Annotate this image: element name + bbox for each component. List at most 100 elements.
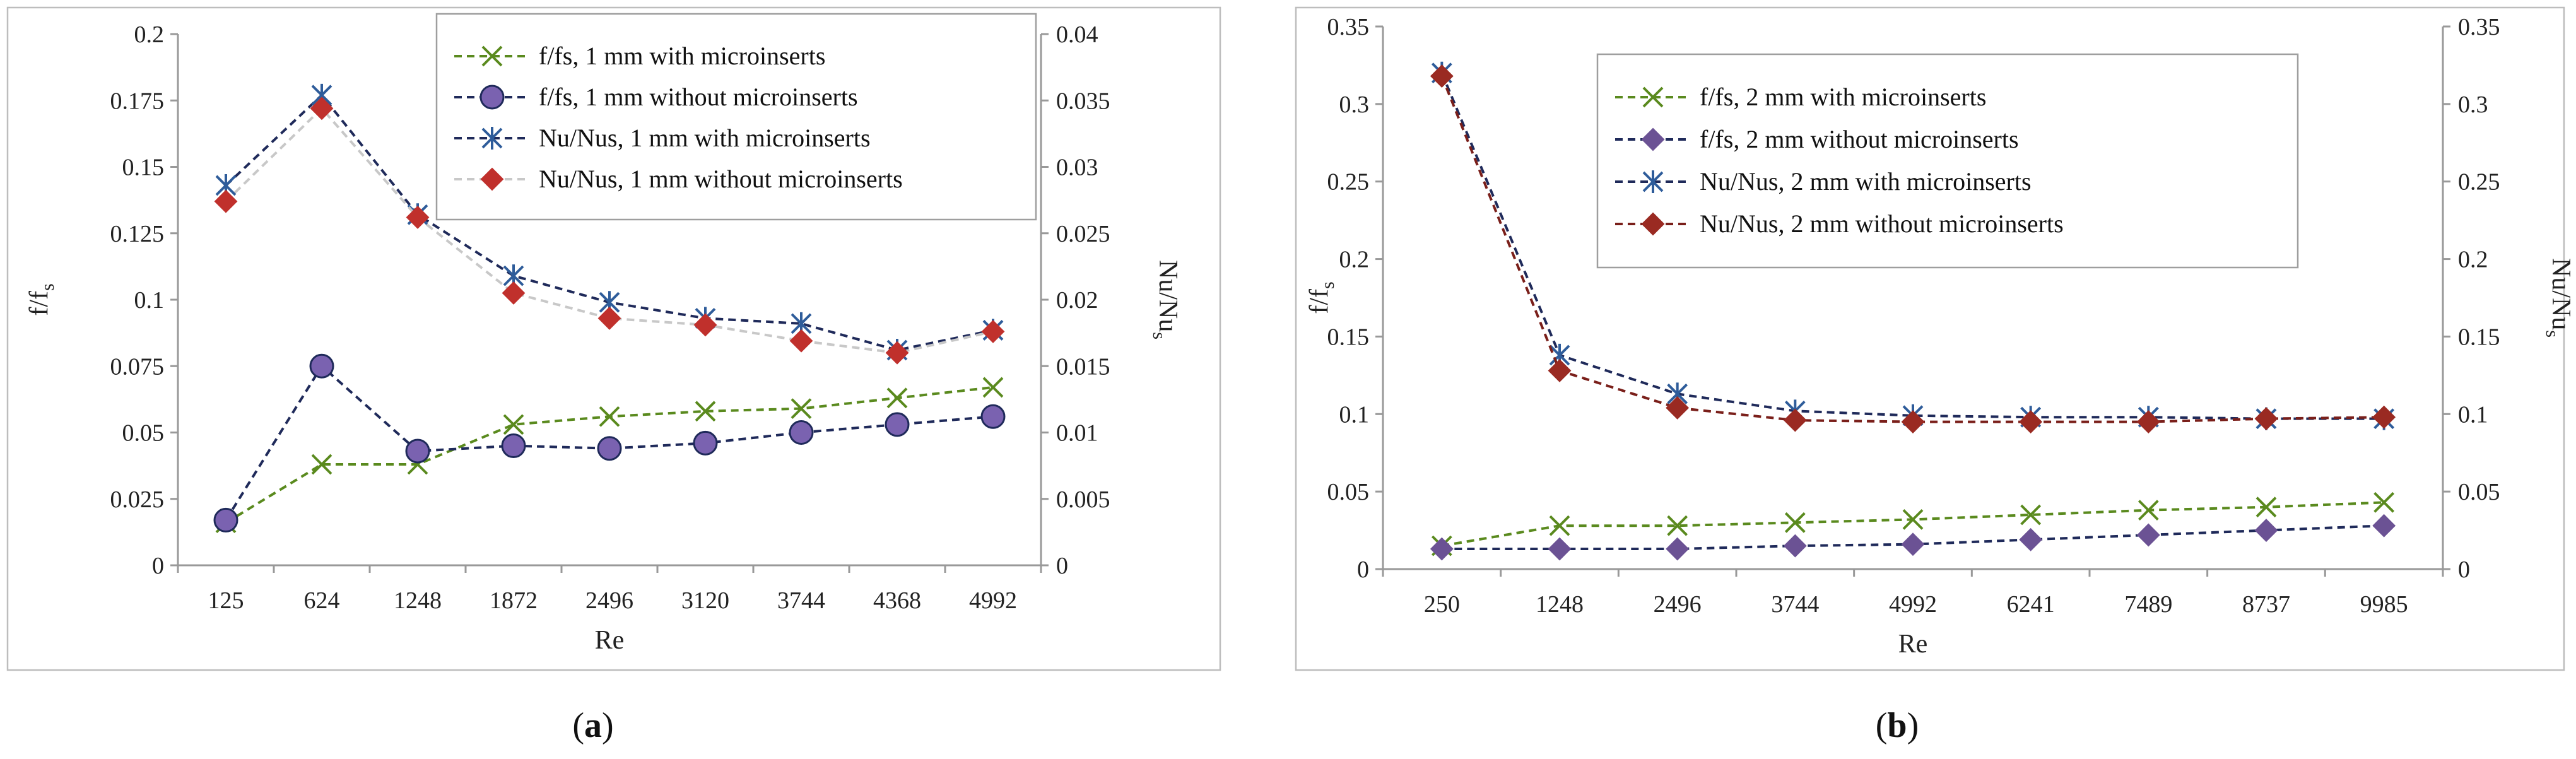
y-tick-label-left: 0.2 bbox=[1339, 247, 1370, 273]
y-tick-label-right: 0.03 bbox=[1056, 155, 1098, 181]
data-point-s1-7 bbox=[885, 412, 910, 437]
data-point-s0-8 bbox=[982, 377, 1004, 398]
series-markers-3 bbox=[1430, 64, 2396, 433]
y-tick-label-right: 0.35 bbox=[2458, 14, 2500, 40]
y-tick-label-right: 0 bbox=[2458, 556, 2470, 583]
data-point-s3-8 bbox=[2372, 405, 2396, 429]
y-tick-label-right: 0.02 bbox=[1056, 287, 1098, 314]
legend-label-2: Nu/Nus, 2 mm with microinserts bbox=[1700, 167, 2032, 196]
x-tick-label: 3744 bbox=[777, 587, 825, 614]
y-tick-label-left: 0.1 bbox=[134, 287, 165, 314]
data-point-s1-7 bbox=[2254, 519, 2278, 542]
series-markers-1 bbox=[1430, 514, 2396, 561]
y-tick-label-left: 0.05 bbox=[122, 420, 165, 447]
y-tick-label-right: 0.01 bbox=[1056, 420, 1098, 447]
x-tick-label: 2496 bbox=[585, 587, 633, 614]
y-axis-title-right: Nu/Nus bbox=[1149, 260, 1182, 339]
x-tick-label: 6241 bbox=[2007, 591, 2055, 618]
data-point-s3-5 bbox=[2019, 410, 2043, 433]
x-tick-label: 3120 bbox=[681, 587, 729, 614]
y-tick-label-right: 0.1 bbox=[2458, 401, 2488, 428]
data-point-s3-3 bbox=[502, 281, 526, 305]
x-tick-label: 7489 bbox=[2124, 591, 2172, 618]
chart-b-svg: 0 0.05 0.1 0.15 0.2 0.25 0.3 0.35 0 0.05 0.1 0.15 0.… bbox=[1295, 6, 2575, 745]
data-point-s1-3 bbox=[1783, 534, 1807, 558]
data-point-s0-6 bbox=[2138, 500, 2159, 521]
data-point-s0-7 bbox=[886, 387, 908, 409]
data-point-s1-4 bbox=[1901, 532, 1925, 556]
y-tick-label-left: 0.05 bbox=[1327, 479, 1370, 505]
data-point-s3-6 bbox=[789, 329, 813, 353]
x-tick-label: 4992 bbox=[969, 587, 1017, 614]
chart-frame bbox=[6, 6, 1221, 671]
x-tick-label: 4368 bbox=[873, 587, 921, 614]
x-tick-label: 1872 bbox=[490, 587, 538, 614]
legend-marker-1 bbox=[1641, 127, 1665, 151]
y-axis-title-left-sub: s bbox=[1317, 281, 1338, 289]
y-tick-label-left: 0.2 bbox=[134, 21, 165, 48]
data-point-s1-8 bbox=[980, 404, 1006, 429]
y-axis-title-left-main: f/f bbox=[1305, 289, 1334, 314]
legend-marker-1 bbox=[479, 85, 505, 110]
data-point-s1-0 bbox=[1430, 537, 1454, 561]
legend-marker-0 bbox=[481, 45, 503, 67]
legend-label-0: f/fs, 1 mm with microinserts bbox=[539, 42, 825, 70]
legend-box bbox=[435, 13, 1037, 221]
y-tick-label-left: 0.175 bbox=[110, 88, 165, 114]
y-tick-label-left: 0.35 bbox=[1327, 14, 1370, 40]
data-point-s3-1 bbox=[1548, 359, 1572, 382]
data-point-s1-1 bbox=[309, 353, 334, 379]
y-tick-label-left: 0.25 bbox=[1327, 169, 1370, 196]
data-point-s3-8 bbox=[981, 320, 1005, 343]
panel-caption-close: ) bbox=[602, 706, 614, 745]
data-point-s1-5 bbox=[693, 430, 718, 456]
panel-caption-open: ( bbox=[572, 706, 584, 745]
y-tick-label-right: 0.005 bbox=[1056, 486, 1110, 513]
data-point-s3-4 bbox=[597, 307, 621, 330]
legend: f/fs, 1 mm with microinserts f/fs, 1 mm w… bbox=[435, 13, 1037, 221]
data-point-s0-3 bbox=[503, 414, 524, 435]
y-axis-title-right: Nu/Nus bbox=[2542, 258, 2575, 338]
x-tick-label: 8737 bbox=[2242, 591, 2290, 618]
y-tick-label-right: 0.05 bbox=[2458, 479, 2500, 505]
y-tick-label-right: 0.15 bbox=[2458, 324, 2500, 350]
y-tick-label-left: 0.15 bbox=[122, 155, 165, 181]
panel-caption-letter: a bbox=[584, 706, 602, 745]
y-axis-title-left-main: f/f bbox=[25, 291, 54, 316]
y-axis-title-right-main: Nu/Nu bbox=[1153, 260, 1182, 332]
data-point-s0-4 bbox=[1902, 509, 1924, 530]
series-markers-3 bbox=[214, 97, 1005, 365]
panel-caption-close: ) bbox=[1907, 706, 1919, 745]
data-point-s1-5 bbox=[2019, 527, 2043, 551]
data-point-s1-1 bbox=[1548, 537, 1572, 561]
data-point-s0-1 bbox=[311, 454, 332, 475]
data-point-s0-5 bbox=[2020, 504, 2042, 526]
legend-marker-3 bbox=[480, 167, 504, 191]
y-tick-label-right: 0.2 bbox=[2458, 247, 2488, 273]
y-tick-label-left: 0 bbox=[152, 553, 164, 579]
data-point-s3-6 bbox=[2136, 410, 2160, 433]
panel-caption-letter: b bbox=[1887, 706, 1907, 745]
y-tick-label-left: 0.025 bbox=[110, 486, 165, 513]
x-tick-label: 1248 bbox=[1536, 591, 1584, 618]
y-tick-label-left: 0.3 bbox=[1339, 91, 1370, 118]
data-point-s3-0 bbox=[1430, 64, 1454, 88]
y-tick-label-right: 0.015 bbox=[1056, 353, 1110, 380]
data-point-s3-1 bbox=[310, 97, 334, 121]
x-axis-title: Re bbox=[595, 626, 625, 655]
data-point-s0-3 bbox=[1784, 512, 1806, 533]
legend: f/fs, 2 mm with microinserts f/fs, 2 mm w… bbox=[1596, 53, 2299, 269]
series-line-1 bbox=[225, 364, 994, 521]
data-point-s3-4 bbox=[1901, 410, 1925, 433]
y-tick-label-right: 0.04 bbox=[1056, 21, 1098, 48]
x-tick-label: 4992 bbox=[1889, 591, 1937, 618]
y-axis-title-left: f/fs bbox=[1305, 281, 1338, 314]
y-axis-title-right-sub: s bbox=[2542, 330, 2563, 338]
data-point-s0-4 bbox=[599, 406, 620, 427]
data-point-s0-5 bbox=[695, 401, 716, 422]
legend-label-2: Nu/Nus, 1 mm with microinserts bbox=[539, 124, 871, 152]
data-point-s0-2 bbox=[1667, 515, 1688, 536]
chart-panel-a: 0 0.025 0.05 0.075 0.1 0.125 0.15 0.175 0.2 0 0.00… bbox=[6, 6, 1221, 745]
legend-label-3: Nu/Nus, 1 mm without microinserts bbox=[539, 165, 903, 193]
x-tick-label: 624 bbox=[304, 587, 340, 614]
